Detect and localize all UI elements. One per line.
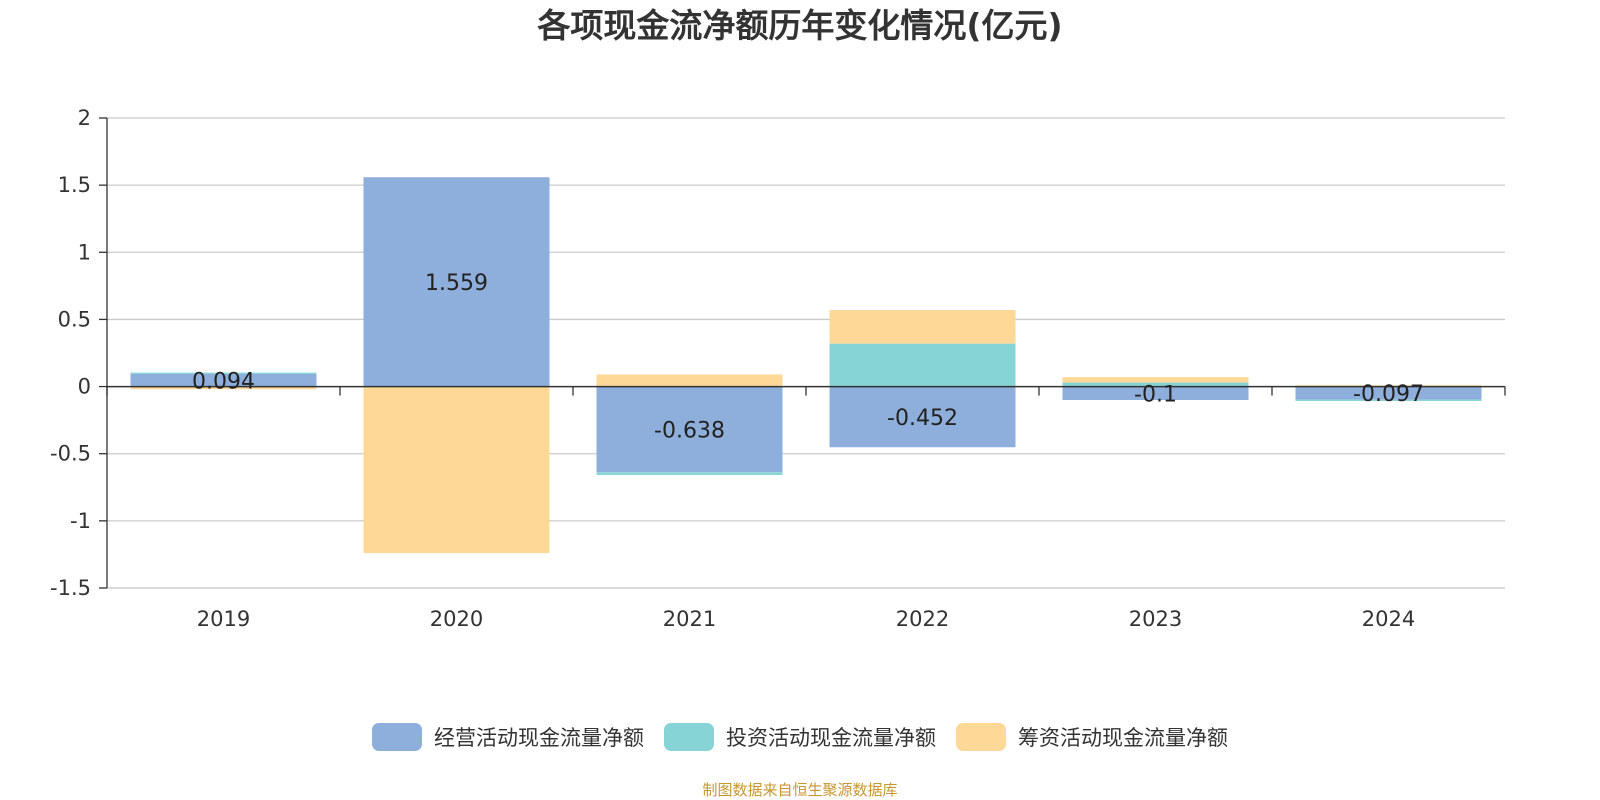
legend-swatch-operating bbox=[372, 723, 422, 751]
bar-0-2023 bbox=[1062, 386, 1249, 400]
legend-item-financing[interactable]: 筹资活动现金流量净额 bbox=[956, 722, 1228, 752]
bar-1-2023 bbox=[1062, 382, 1249, 387]
data-label: 0.094 bbox=[192, 369, 255, 394]
chart-title: 各项现金流净额历年变化情况(亿元) bbox=[537, 6, 1063, 45]
bar-1-2024 bbox=[1295, 399, 1482, 401]
bar-1-2021 bbox=[596, 472, 783, 475]
y-tick-label: 0 bbox=[78, 375, 91, 399]
x-tick-label: 2020 bbox=[430, 607, 483, 631]
bar-0-2019 bbox=[130, 373, 317, 387]
x-tick-label: 2022 bbox=[896, 607, 949, 631]
legend-item-investing[interactable]: 投资活动现金流量净额 bbox=[664, 722, 936, 752]
x-tick-label: 2024 bbox=[1362, 607, 1415, 631]
legend: 经营活动现金流量净额 投资活动现金流量净额 筹资活动现金流量净额 bbox=[0, 722, 1600, 752]
y-tick-label: -0.5 bbox=[50, 442, 91, 466]
source-note: 制图数据来自恒生聚源数据库 bbox=[702, 781, 898, 799]
legend-label-operating: 经营活动现金流量净额 bbox=[434, 726, 644, 750]
legend-swatch-financing bbox=[956, 723, 1006, 751]
legend-label-investing: 投资活动现金流量净额 bbox=[726, 726, 936, 750]
x-tick-label: 2023 bbox=[1129, 607, 1182, 631]
legend-swatch-investing bbox=[664, 723, 714, 751]
y-tick-label: 1.5 bbox=[58, 173, 91, 197]
bar-layer bbox=[130, 177, 1482, 554]
y-tick-label: -1 bbox=[70, 509, 91, 533]
x-tick-label: 2021 bbox=[663, 607, 716, 631]
bar-2-2022 bbox=[829, 310, 1016, 344]
bar-2-2020 bbox=[363, 386, 550, 554]
data-label: -0.097 bbox=[1353, 382, 1424, 407]
y-tick-label: 1 bbox=[78, 240, 91, 264]
bar-2-2021 bbox=[596, 374, 783, 387]
grid-layer bbox=[107, 117, 1505, 589]
bar-1-2022 bbox=[829, 343, 1016, 387]
bar-0-2022 bbox=[829, 386, 1016, 448]
bar-2-2023 bbox=[1062, 377, 1249, 383]
legend-item-operating[interactable]: 经营活动现金流量净额 bbox=[372, 722, 644, 752]
data-label: -0.1 bbox=[1134, 382, 1177, 407]
bar-1-2019 bbox=[130, 372, 317, 374]
y-tick-label: 0.5 bbox=[58, 307, 91, 331]
bar-2-2019 bbox=[130, 386, 317, 390]
bar-0-2020 bbox=[363, 177, 550, 387]
bar-0-2024 bbox=[1295, 386, 1482, 400]
data-label: 1.559 bbox=[425, 271, 488, 296]
axis-layer: 2 1.5 1 0.5 0 -0.5 -1 -1.5 2019 2020 2021 2022 2023 2… bbox=[50, 106, 1506, 631]
y-tick-label: 2 bbox=[78, 106, 91, 130]
bar-0-2021 bbox=[596, 386, 783, 473]
data-label: -0.452 bbox=[887, 406, 958, 431]
legend-label-financing: 筹资活动现金流量净额 bbox=[1018, 726, 1228, 750]
data-label: -0.638 bbox=[654, 418, 725, 443]
x-tick-label: 2019 bbox=[197, 607, 250, 631]
label-layer: 0.094 1.559 -0.638 -0.452 -0.1 -0.097 bbox=[192, 271, 1424, 444]
y-tick-label: -1.5 bbox=[50, 576, 91, 600]
